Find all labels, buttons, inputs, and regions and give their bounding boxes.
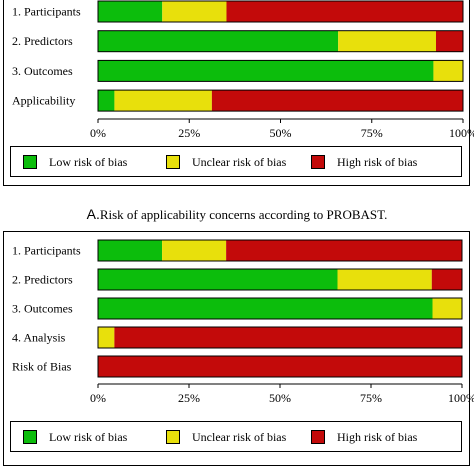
x-tick-label: 100% <box>448 391 474 405</box>
category-label: Risk of Bias <box>12 360 72 374</box>
legend-label-high: High risk of bias <box>337 154 418 169</box>
bar-segment-unclear <box>162 1 227 22</box>
bar-segment-low <box>98 298 433 319</box>
bar-segment-unclear <box>338 30 436 52</box>
bar-segment-high <box>114 327 462 348</box>
legend-item-low: Low risk of bias <box>23 429 127 445</box>
legend-label-low: Low risk of bias <box>49 154 128 169</box>
bar-segment-high <box>226 240 462 261</box>
legend-item-unclear: Unclear risk of bias <box>166 154 286 170</box>
legend-swatch-low <box>23 155 37 169</box>
bar-segment-low <box>98 90 115 112</box>
legend-label-unclear: Unclear risk of bias <box>192 429 287 444</box>
category-label: 1. Participants <box>12 5 81 19</box>
bar-segment-low <box>98 240 163 261</box>
chart-panel-risk-of-bias: 1. Participants 2. Predictors 3. Outcomes 4… <box>3 231 474 466</box>
x-tick-label: 100% <box>449 126 474 140</box>
x-tick-label: 25% <box>178 126 200 140</box>
legend-swatch-low <box>23 430 37 444</box>
x-tick-label: 75% <box>360 391 382 405</box>
legend-label-unclear: Unclear risk of bias <box>192 154 287 169</box>
bar-outline <box>97 297 463 320</box>
figure-caption: A.Risk of applicability concerns accordi… <box>0 206 474 223</box>
legend-swatch-unclear <box>166 155 180 169</box>
legend-item-high: High risk of bias <box>311 429 417 445</box>
bar-segment-high <box>431 269 462 290</box>
bar-segment-low <box>98 60 434 82</box>
bar-segment-unclear <box>114 90 212 112</box>
x-tick-label: 0% <box>90 126 106 140</box>
bar-segment-unclear <box>337 269 432 290</box>
legend-item-low: Low risk of bias <box>23 154 127 170</box>
bar-segment-unclear <box>433 60 463 82</box>
caption-text: Risk of applicability concerns according… <box>99 207 388 222</box>
bar-segment-high <box>226 1 463 22</box>
legend-swatch-high <box>311 430 325 444</box>
legend-swatch-high <box>311 155 325 169</box>
legend-label-low: Low risk of bias <box>49 429 128 444</box>
bar-outline <box>97 89 464 112</box>
category-label: 3. Outcomes <box>12 302 73 316</box>
x-tick-label: 0% <box>90 391 106 405</box>
bar-outline <box>97 326 463 349</box>
x-tick-label: 50% <box>269 391 291 405</box>
legend-label-high: High risk of bias <box>337 429 418 444</box>
legend-item-unclear: Unclear risk of bias <box>166 429 286 445</box>
category-label: 1. Participants <box>12 244 81 258</box>
category-label: 2. Predictors <box>12 273 73 287</box>
x-tick-label: 50% <box>270 126 292 140</box>
category-label: Applicability <box>12 94 75 108</box>
bar-outline <box>97 239 463 262</box>
bar-outline <box>97 30 464 53</box>
applicability-chart: 1. Participants 2. Predictors 3. Outcomes A… <box>12 0 474 140</box>
bar-segment-low <box>98 1 163 22</box>
bar-segment-high <box>211 90 463 112</box>
bar-outline <box>97 59 464 82</box>
bar-segment-low <box>98 30 339 52</box>
bar-segment-unclear <box>432 298 462 319</box>
category-label: 4. Analysis <box>12 331 66 345</box>
bar-segment-high <box>98 356 462 377</box>
bar-outline <box>97 355 463 378</box>
legend: Low risk of bias Unclear risk of bias Hi… <box>10 146 462 177</box>
legend-item-high: High risk of bias <box>311 154 417 170</box>
caption-letter: A. <box>86 206 100 222</box>
x-tick-label: 25% <box>178 391 200 405</box>
risk-of-bias-chart: 1. Participants 2. Predictors 3. Outcomes 4… <box>12 239 474 405</box>
bar-outline <box>97 0 464 23</box>
chart-panel-applicability: 1. Participants 2. Predictors 3. Outcomes A… <box>3 0 474 186</box>
legend-swatch-unclear <box>166 430 180 444</box>
category-label: 2. Predictors <box>12 34 73 48</box>
category-label: 3. Outcomes <box>12 64 73 78</box>
bar-segment-high <box>435 30 463 52</box>
x-tick-label: 75% <box>361 126 383 140</box>
bar-segment-low <box>98 269 338 290</box>
legend: Low risk of bias Unclear risk of bias Hi… <box>10 421 462 452</box>
bar-outline <box>97 268 463 291</box>
bar-segment-unclear <box>162 240 227 261</box>
bar-segment-unclear <box>98 327 115 348</box>
